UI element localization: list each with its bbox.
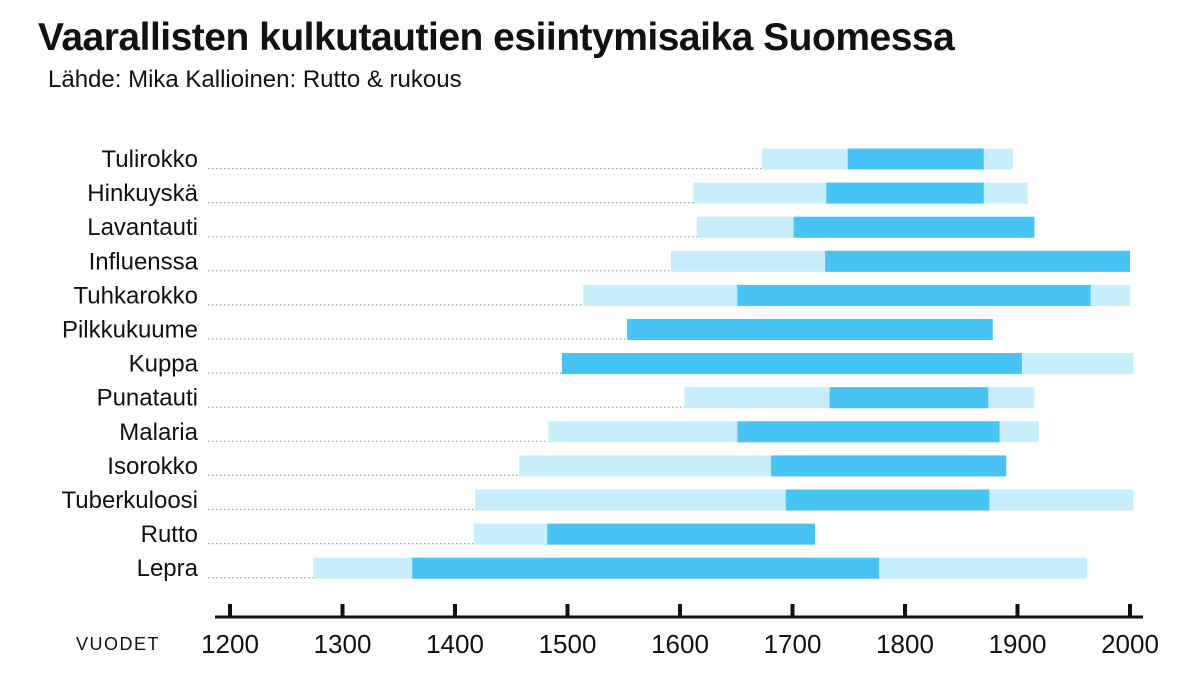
bar-dark — [627, 319, 993, 340]
x-tick-label: 1700 — [764, 629, 822, 659]
x-tick-label: 2000 — [1101, 629, 1159, 659]
x-tick-label: 1400 — [426, 629, 484, 659]
x-tick-label: 1900 — [989, 629, 1047, 659]
category-label: Rutto — [141, 521, 198, 548]
category-label: Isorokko — [107, 453, 198, 480]
bar-dark — [737, 421, 1000, 443]
bar-dark — [847, 148, 984, 170]
bar-dark — [547, 523, 815, 545]
chart-rows: Tulirokko Hinkuyskä Lavantauti Influenssa Tu… — [61, 146, 1134, 582]
row-tulirokko: Tulirokko — [102, 146, 1013, 173]
category-label: Pilkkukuume — [62, 317, 198, 344]
row-isorokko: Isorokko — [107, 453, 1007, 480]
bar-dark — [826, 182, 984, 204]
category-label: Tulirokko — [102, 146, 198, 173]
x-tick-label: 1600 — [651, 629, 709, 659]
category-label: Malaria — [119, 419, 198, 446]
bar-dark — [825, 250, 1130, 272]
category-label: Lavantauti — [87, 214, 198, 241]
bar-dark — [737, 284, 1091, 306]
row-hinkuyskä: Hinkuyskä — [87, 180, 1028, 207]
row-malaria: Malaria — [119, 419, 1039, 446]
row-tuhkarokko: Tuhkarokko — [74, 282, 1130, 309]
row-rutto: Rutto — [141, 521, 815, 548]
bar-dark — [771, 455, 1007, 477]
category-label: Lepra — [137, 555, 199, 582]
bar-dark — [785, 489, 990, 511]
row-influenssa: Influenssa — [89, 248, 1130, 275]
x-tick-label: 1200 — [201, 629, 259, 659]
x-axis-title: VUODET — [76, 634, 160, 654]
category-label: Hinkuyskä — [87, 180, 198, 207]
bar-dark — [793, 216, 1035, 238]
bar-dark — [829, 387, 989, 409]
row-punatauti: Punatauti — [97, 385, 1035, 412]
category-label: Kuppa — [129, 351, 199, 378]
category-label: Tuhkarokko — [74, 282, 199, 309]
category-label: Punatauti — [97, 385, 198, 412]
row-lavantauti: Lavantauti — [87, 214, 1035, 241]
chart-source: Lähde: Mika Kallioinen: Rutto & rukous — [48, 66, 462, 93]
x-tick-label: 1800 — [876, 629, 934, 659]
bar-dark — [412, 557, 880, 579]
x-tick-label: 1500 — [539, 629, 597, 659]
chart-title: Vaarallisten kulkutautien esiintymisaika… — [38, 16, 955, 59]
x-tick-label: 1300 — [314, 629, 372, 659]
bar-dark — [561, 353, 1022, 375]
row-pilkkukuume: Pilkkukuume — [62, 317, 993, 344]
category-label: Influenssa — [89, 248, 199, 275]
row-tuberkuloosi: Tuberkuloosi — [61, 487, 1134, 514]
x-axis: 1200 1300 1400 1500 1600 1700 1800 1900 2000 VUOD… — [76, 604, 1159, 659]
row-lepra: Lepra — [137, 555, 1088, 582]
row-kuppa: Kuppa — [129, 351, 1134, 378]
category-label: Tuberkuloosi — [61, 487, 198, 514]
